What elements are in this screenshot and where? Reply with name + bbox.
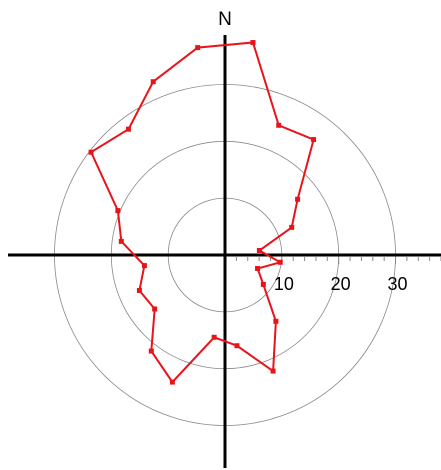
data-point	[270, 368, 276, 374]
data-point	[295, 196, 301, 202]
data-point	[276, 122, 282, 128]
data-point	[150, 79, 156, 85]
data-point	[277, 259, 283, 265]
north-label: N	[218, 9, 232, 30]
data-point	[125, 126, 131, 132]
data-point	[88, 149, 94, 155]
data-point	[195, 45, 201, 51]
data-point	[273, 318, 279, 324]
data-point	[260, 281, 266, 287]
data-point	[141, 263, 147, 269]
data-point	[152, 306, 158, 312]
data-point	[256, 247, 262, 253]
data-point	[250, 40, 256, 46]
data-point	[169, 379, 175, 385]
data-point	[234, 343, 240, 349]
data-point	[211, 334, 217, 340]
data-point	[311, 137, 317, 143]
data-point	[289, 224, 295, 230]
data-point	[136, 287, 142, 293]
data-point	[148, 348, 154, 354]
r-tick-label: 20	[331, 274, 351, 294]
data-point	[115, 208, 121, 214]
data-point	[118, 238, 124, 244]
r-tick-label: 30	[388, 274, 408, 294]
data-point	[255, 265, 261, 271]
r-tick-label: 10	[274, 274, 294, 294]
